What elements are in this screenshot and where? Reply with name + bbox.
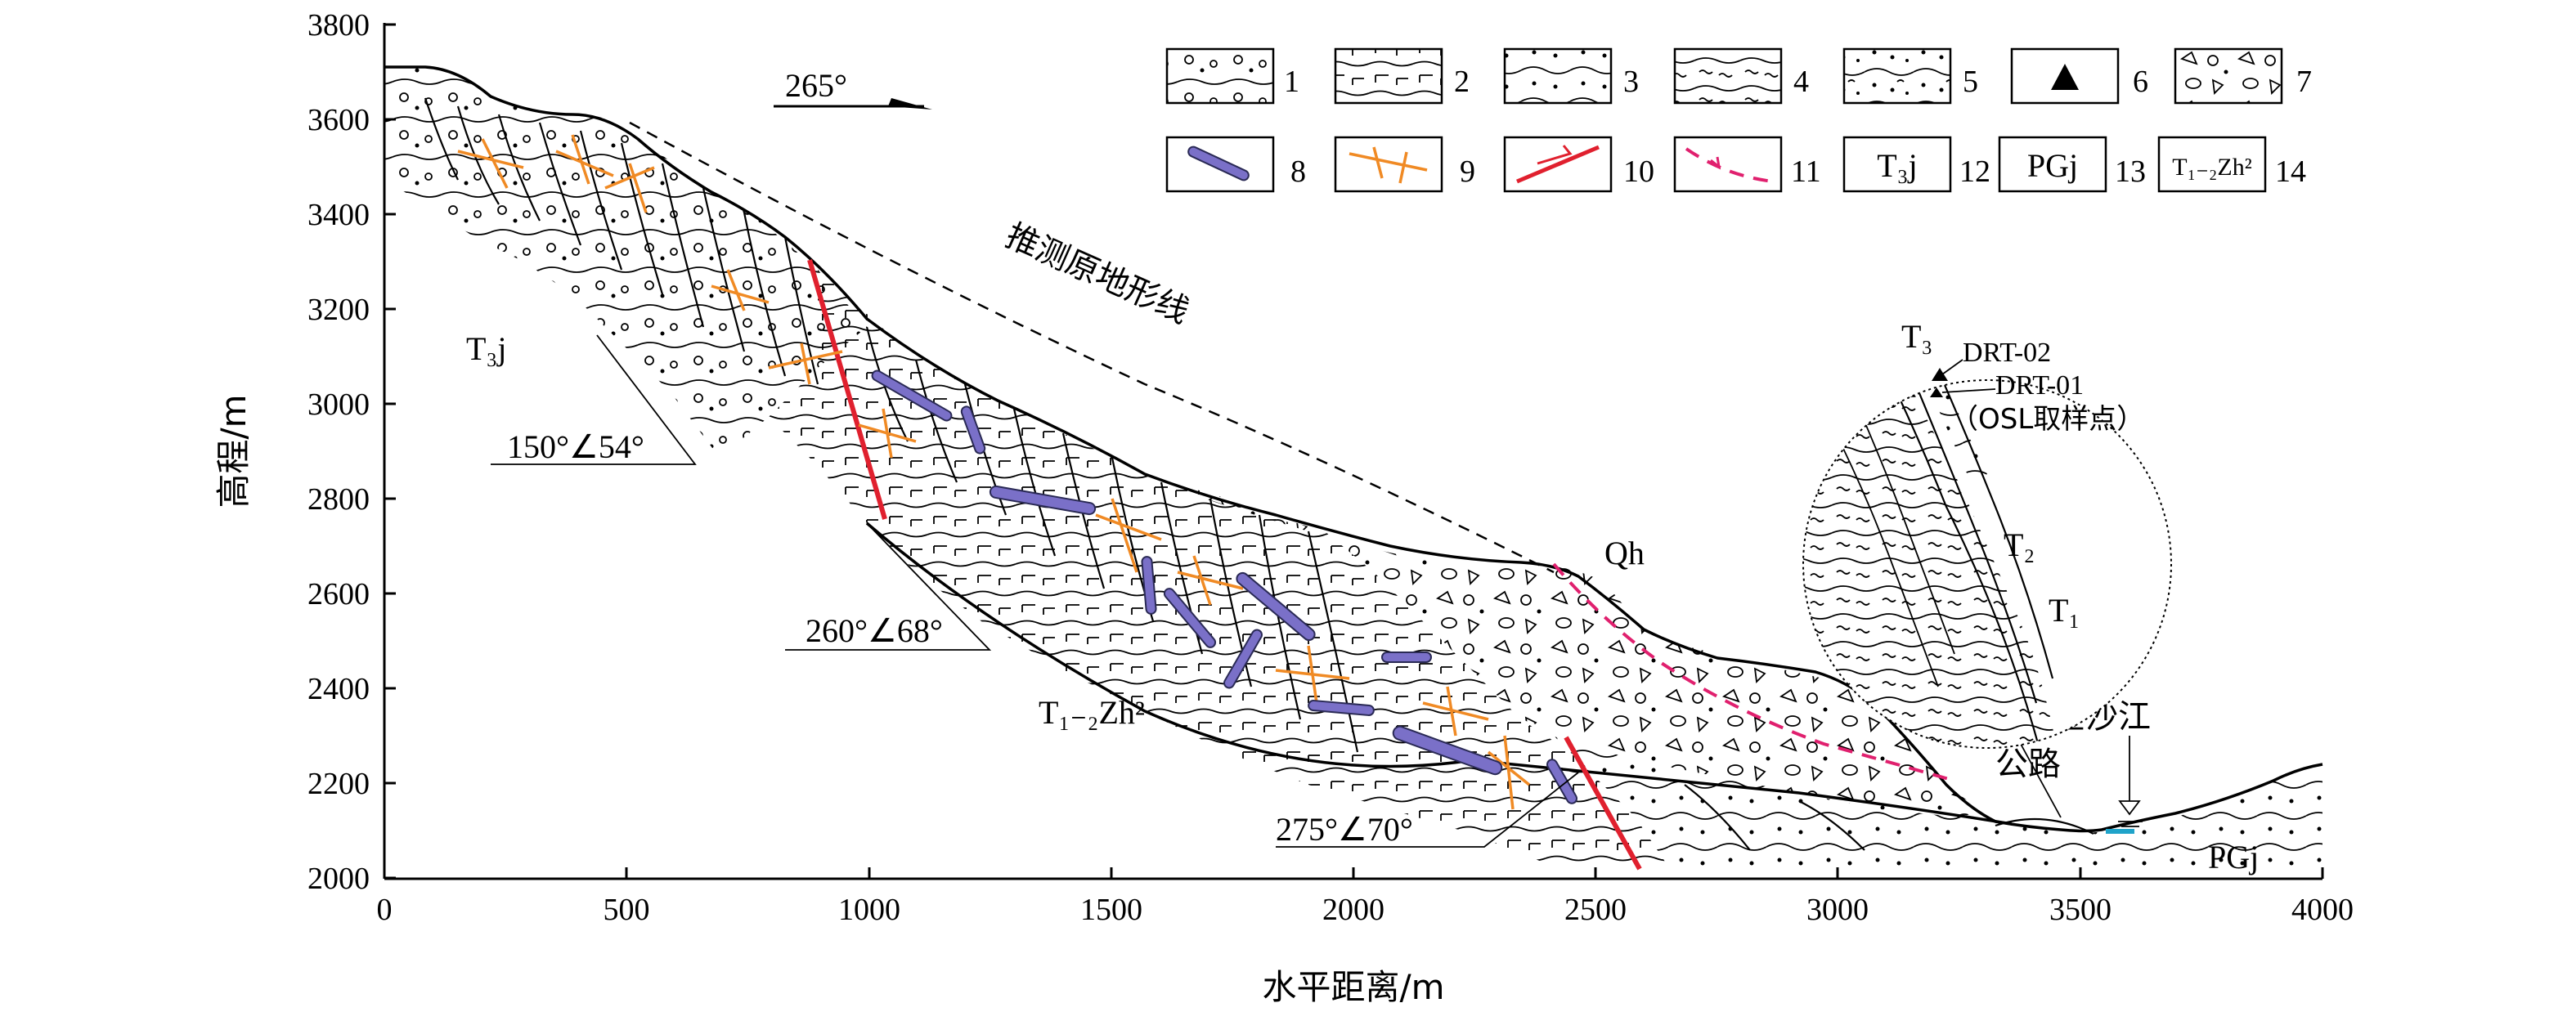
legend-num-12: 12 bbox=[1959, 154, 1990, 189]
legend-num-2: 2 bbox=[1454, 65, 1470, 99]
y-tick-3800: 3800 bbox=[307, 8, 370, 43]
legend-num-5: 5 bbox=[1963, 65, 1978, 99]
x-ticks bbox=[383, 867, 2324, 879]
dyke-icon bbox=[1187, 146, 1250, 181]
legend-item-3: 3 bbox=[1503, 47, 1639, 105]
fault-2 bbox=[1564, 736, 1642, 871]
ground-profile bbox=[384, 65, 2323, 833]
legend-item-14: T₁₋₂Zh² 14 bbox=[2157, 136, 2306, 193]
attitude-2-callout: 260°∠68° bbox=[785, 522, 992, 651]
veins bbox=[457, 134, 1531, 810]
y-axis: 3800 3600 3400 3200 3000 2800 2600 2400 … bbox=[213, 8, 396, 896]
attitude-3-callout: 275°∠70° bbox=[1276, 772, 1579, 848]
x-axis-title: 水平距离/m bbox=[1262, 967, 1444, 1007]
x-tick-2000: 2000 bbox=[1322, 893, 1384, 927]
legend-item-6: 6 bbox=[2010, 47, 2148, 105]
road-label: 公路 bbox=[1995, 746, 2061, 783]
inset-sample-2: DRT-01 bbox=[1995, 370, 2084, 401]
legend-item-4: 4 bbox=[1673, 47, 1809, 105]
slip-surface-line bbox=[865, 522, 2013, 826]
inset-t2-label: T₂ bbox=[2004, 526, 2035, 563]
y-tick-2200: 2200 bbox=[307, 767, 370, 801]
x-tick-500: 500 bbox=[604, 893, 650, 927]
x-tick-4000: 4000 bbox=[2291, 893, 2354, 927]
legend-item-12: T₃j 12 bbox=[1842, 136, 1990, 193]
inset-sample-1: DRT-02 bbox=[1963, 338, 2051, 368]
attitude-3-label: 275°∠70° bbox=[1276, 811, 1413, 848]
y-tick-2600: 2600 bbox=[307, 577, 370, 611]
x-axis: 0 500 1000 1500 2000 2500 3000 3500 4000… bbox=[377, 867, 2354, 1007]
vein-icon bbox=[1349, 146, 1428, 184]
x-tick-3000: 3000 bbox=[1806, 893, 1869, 927]
legend-num-11: 11 bbox=[1791, 154, 1821, 189]
x-tick-1000: 1000 bbox=[838, 893, 900, 927]
attitude-1-callout: 150°∠54° bbox=[491, 334, 697, 465]
dykes bbox=[871, 369, 1577, 804]
unit-qh-breccia bbox=[1145, 478, 1979, 817]
legend-num-3: 3 bbox=[1623, 65, 1639, 99]
y-tick-3600: 3600 bbox=[307, 103, 370, 137]
legend-num-6: 6 bbox=[2133, 65, 2148, 99]
x-tick-2500: 2500 bbox=[1564, 893, 1627, 927]
legend: 1 2 3 4 5 6 7 bbox=[1165, 47, 2312, 193]
legend-num-4: 4 bbox=[1793, 65, 1809, 99]
legend-item-11: 11 bbox=[1673, 136, 1821, 193]
y-tick-3400: 3400 bbox=[307, 198, 370, 232]
legend-num-10: 10 bbox=[1623, 154, 1654, 189]
slide-surface bbox=[1552, 562, 1955, 782]
river-marker bbox=[2106, 736, 2143, 834]
legend-item-5: 5 bbox=[1842, 47, 1978, 105]
legend-num-14: 14 bbox=[2275, 154, 2306, 189]
x-tick-0: 0 bbox=[377, 893, 393, 927]
inset-t1-label: T₁ bbox=[2049, 592, 2080, 629]
attitude-2-label: 260°∠68° bbox=[806, 612, 943, 649]
y-axis-title: 高程/m bbox=[213, 394, 254, 508]
formation-t3j-label: T₃j bbox=[466, 330, 507, 367]
qh-label: Qh bbox=[1604, 535, 1645, 571]
legend-num-13: 13 bbox=[2115, 154, 2146, 189]
legend-num-7: 7 bbox=[2296, 65, 2312, 99]
formation-t12zh2-label: T₁₋₂Zh² bbox=[1039, 694, 1145, 731]
inset-detail: T₃ T₂ T₁ DRT-02 DRT-01 （OSL取样点） bbox=[1802, 318, 2172, 749]
original-terrain-label: 推测原地形线 bbox=[1000, 217, 1195, 331]
legend-item-1: 1 bbox=[1165, 47, 1299, 105]
direction-label: 265° bbox=[785, 67, 847, 104]
legend-item-9: 9 bbox=[1334, 136, 1475, 193]
legend-label-12: T₃j bbox=[1877, 147, 1918, 184]
legend-item-10: 10 bbox=[1503, 136, 1654, 193]
y-tick-2800: 2800 bbox=[307, 482, 370, 517]
legend-num-1: 1 bbox=[1284, 65, 1299, 99]
fault-icon bbox=[1516, 145, 1600, 184]
sample-triangle-icon bbox=[2051, 64, 2079, 90]
legend-item-7: 7 bbox=[2174, 47, 2312, 105]
original-terrain-line bbox=[629, 121, 1555, 574]
formation-pgj-label: PGj bbox=[2208, 839, 2259, 875]
cross-section bbox=[384, 65, 2323, 871]
y-tick-2000: 2000 bbox=[307, 862, 370, 896]
slide-surface-icon bbox=[1685, 147, 1774, 183]
legend-item-2: 2 bbox=[1334, 47, 1470, 105]
legend-num-8: 8 bbox=[1290, 154, 1306, 189]
x-tick-1500: 1500 bbox=[1080, 893, 1142, 927]
x-tick-3500: 3500 bbox=[2049, 893, 2112, 927]
attitude-1-label: 150°∠54° bbox=[507, 428, 644, 465]
inset-t3-label: T₃ bbox=[1901, 318, 1932, 355]
fault-1 bbox=[807, 259, 887, 520]
unit-t12zh2 bbox=[769, 270, 1668, 866]
y-tick-3200: 3200 bbox=[307, 293, 370, 327]
inset-sample-note: （OSL取样点） bbox=[1950, 403, 2144, 436]
y-tick-3000: 3000 bbox=[307, 387, 370, 422]
legend-label-14: T₁₋₂Zh² bbox=[2172, 154, 2251, 181]
unit-t3j bbox=[384, 67, 867, 458]
legend-label-13: PGj bbox=[2027, 147, 2078, 184]
legend-item-13: PGj 13 bbox=[1998, 136, 2146, 193]
direction-indicator: 265° bbox=[774, 67, 932, 110]
y-tick-2400: 2400 bbox=[307, 672, 370, 706]
legend-num-9: 9 bbox=[1460, 154, 1475, 189]
legend-item-8: 8 bbox=[1165, 136, 1306, 193]
